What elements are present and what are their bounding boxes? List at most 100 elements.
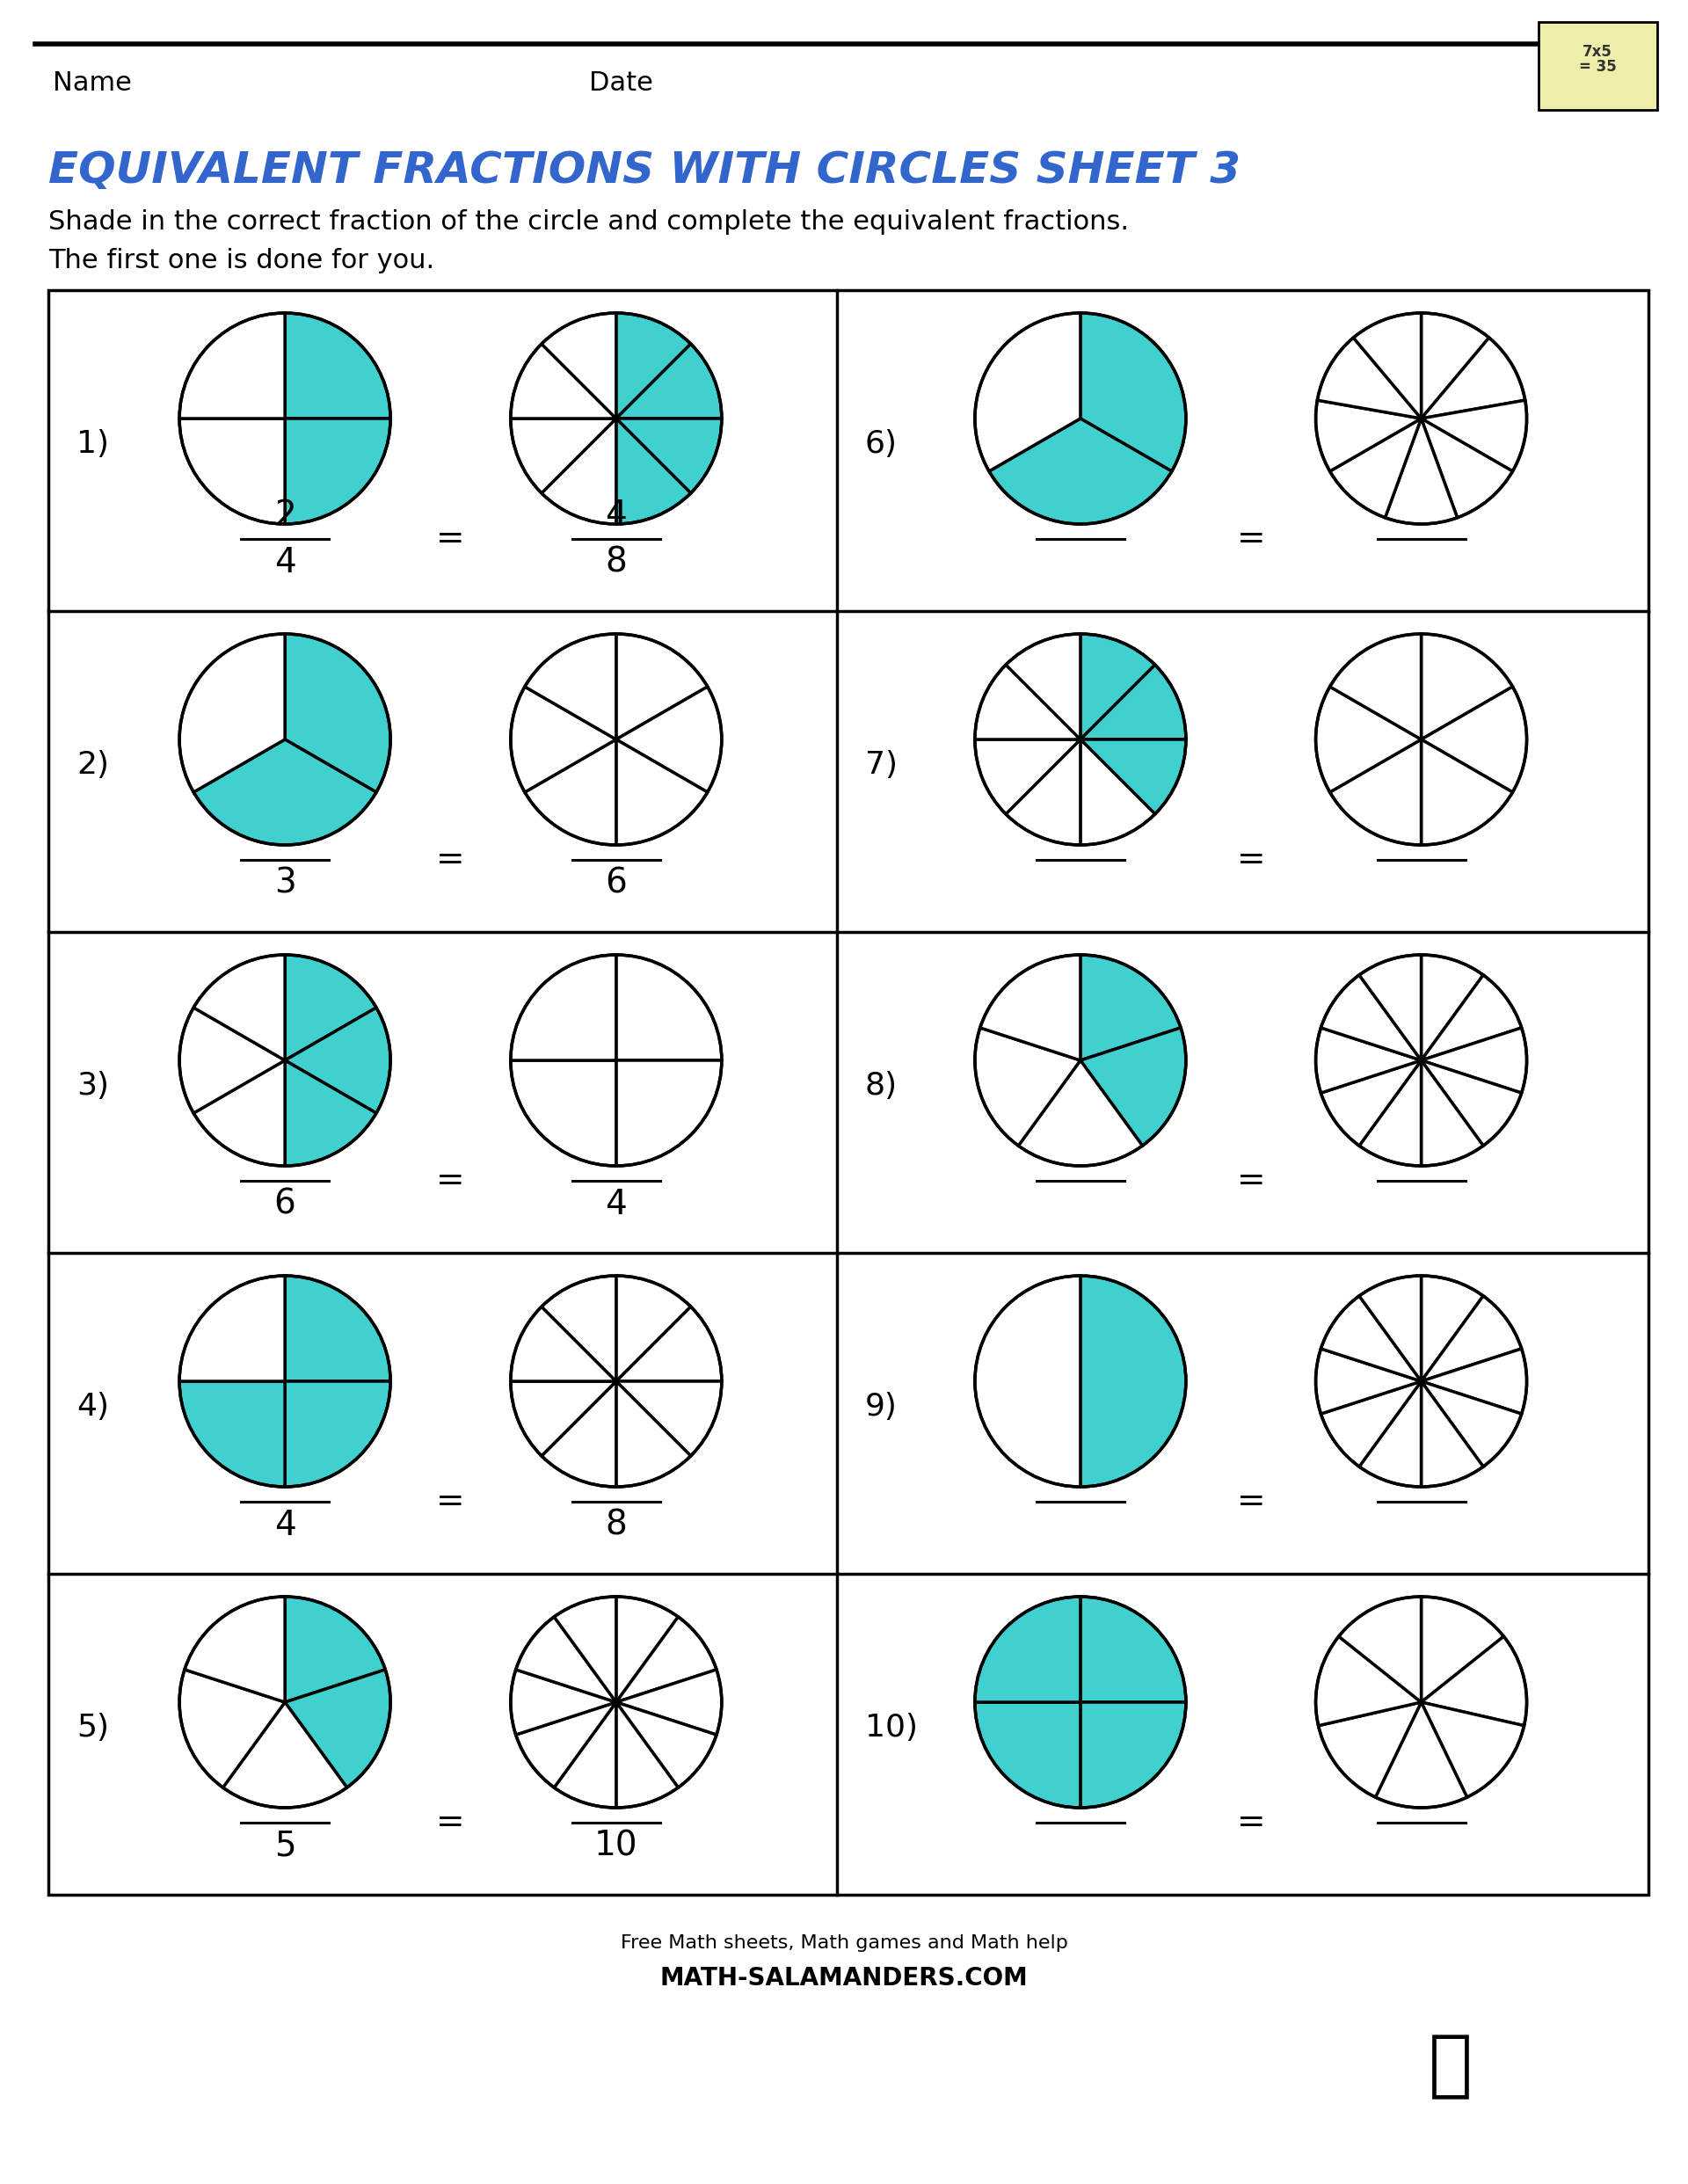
Wedge shape [285,1061,376,1166]
Text: 7): 7) [864,749,898,780]
Wedge shape [1318,1701,1421,1797]
Text: 10): 10) [864,1712,918,1743]
Wedge shape [1421,1380,1521,1468]
Wedge shape [1322,1380,1421,1468]
Wedge shape [616,419,722,494]
Wedge shape [1315,686,1421,793]
Wedge shape [1354,312,1421,419]
Wedge shape [616,1597,679,1701]
Wedge shape [1322,1295,1421,1380]
Text: MATH-SALAMANDERS.COM: MATH-SALAMANDERS.COM [660,1966,1028,1990]
Wedge shape [1080,1597,1187,1701]
Text: 2): 2) [76,749,110,780]
Wedge shape [1315,1350,1421,1413]
Wedge shape [1330,419,1421,518]
Text: 6: 6 [273,1188,295,1221]
Wedge shape [1322,974,1421,1061]
Wedge shape [989,419,1171,524]
Wedge shape [1421,1597,1504,1701]
Wedge shape [616,633,707,740]
Text: =: = [1237,1164,1266,1197]
Wedge shape [511,954,616,1061]
Text: 5): 5) [76,1712,110,1743]
Wedge shape [1359,1061,1421,1166]
Wedge shape [976,740,1080,815]
Text: 10: 10 [594,1830,638,1863]
Text: EQUIVALENT FRACTIONS WITH CIRCLES SHEET 3: EQUIVALENT FRACTIONS WITH CIRCLES SHEET … [49,149,1241,192]
Wedge shape [179,1380,285,1487]
Wedge shape [285,1597,385,1701]
Wedge shape [179,312,285,419]
Text: 🦎: 🦎 [1428,2031,1472,2101]
Wedge shape [981,954,1080,1061]
Wedge shape [179,419,285,524]
Wedge shape [1421,312,1489,419]
Wedge shape [1080,312,1187,472]
Wedge shape [285,633,390,793]
Wedge shape [179,1669,285,1787]
Wedge shape [1330,633,1421,740]
Wedge shape [223,1701,348,1808]
Text: = 35: = 35 [1578,59,1615,74]
Wedge shape [285,1275,390,1380]
Wedge shape [1339,1597,1421,1701]
Wedge shape [511,1380,616,1457]
Wedge shape [1080,664,1187,740]
Text: 5: 5 [273,1830,295,1863]
Wedge shape [1359,1275,1421,1380]
Wedge shape [616,343,722,419]
Wedge shape [1421,1275,1484,1380]
Wedge shape [285,312,390,419]
Wedge shape [194,1061,285,1166]
Wedge shape [1421,1061,1521,1147]
Wedge shape [542,419,616,524]
Wedge shape [285,954,376,1061]
Text: =: = [436,1806,464,1839]
Wedge shape [976,1029,1080,1147]
Wedge shape [511,1306,616,1380]
Text: Free Math sheets, Math games and Math help: Free Math sheets, Math games and Math he… [619,1935,1069,1952]
FancyBboxPatch shape [49,290,1649,1896]
Wedge shape [1421,1701,1524,1797]
Wedge shape [511,686,616,793]
Wedge shape [1421,740,1512,845]
Wedge shape [1018,1061,1143,1166]
Wedge shape [976,1701,1080,1808]
Wedge shape [1006,740,1080,845]
Text: Shade in the correct fraction of the circle and complete the equivalent fraction: Shade in the correct fraction of the cir… [49,210,1129,234]
Wedge shape [1322,1061,1421,1147]
Wedge shape [616,1275,690,1380]
Wedge shape [1080,740,1155,845]
Text: =: = [436,843,464,876]
Wedge shape [1421,1350,1526,1413]
Wedge shape [616,1669,722,1734]
Text: Date: Date [589,70,653,96]
Text: 8: 8 [606,1509,626,1542]
Wedge shape [616,740,707,845]
Wedge shape [1421,1295,1521,1380]
Wedge shape [616,1380,690,1487]
Text: =: = [436,1164,464,1197]
Text: 2: 2 [273,498,295,533]
Wedge shape [542,1380,616,1487]
Wedge shape [616,1701,716,1787]
Wedge shape [976,1597,1080,1701]
Text: =: = [436,522,464,555]
Wedge shape [616,1380,722,1457]
Wedge shape [517,1701,616,1787]
Wedge shape [616,419,690,524]
Text: 3: 3 [273,867,295,900]
Wedge shape [285,1007,390,1114]
FancyBboxPatch shape [1538,22,1658,109]
Wedge shape [616,1306,722,1380]
Text: 1): 1) [76,430,110,459]
Text: 6: 6 [606,867,626,900]
Wedge shape [616,954,722,1061]
Text: =: = [436,1485,464,1518]
Wedge shape [1376,1701,1467,1808]
Wedge shape [179,1007,285,1114]
Wedge shape [1080,1029,1187,1147]
Wedge shape [976,312,1080,472]
Wedge shape [1359,1380,1421,1487]
Wedge shape [194,740,376,845]
